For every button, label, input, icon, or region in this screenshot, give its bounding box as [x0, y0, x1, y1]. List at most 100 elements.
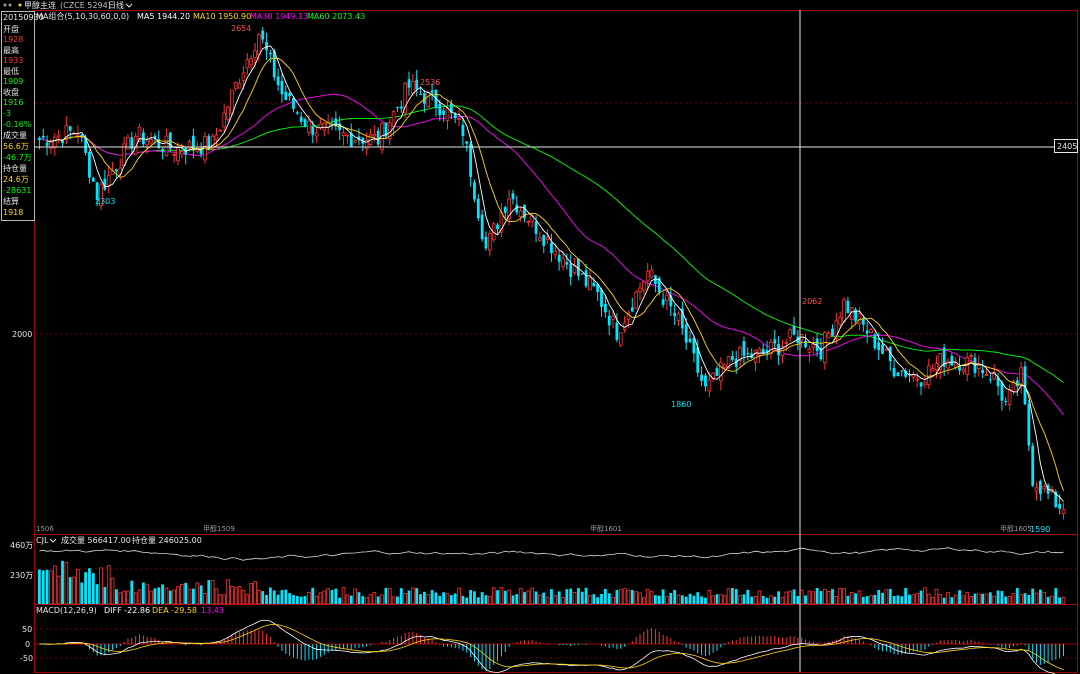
macd-diff: DIFF -22.86	[104, 606, 150, 615]
candle-body	[153, 135, 157, 139]
candle-body	[476, 198, 480, 219]
candle-body	[103, 178, 107, 190]
volume-bar	[453, 593, 457, 604]
candle-body	[869, 329, 873, 333]
candle-body	[1023, 366, 1027, 405]
volume-bar	[734, 589, 738, 604]
volume-bar	[600, 593, 603, 604]
candle-body	[996, 377, 1000, 387]
candle-body	[272, 50, 276, 78]
candle-body	[430, 90, 434, 93]
candle-body	[307, 120, 311, 133]
candle-body	[1000, 382, 1004, 401]
volume-bar	[615, 589, 619, 604]
candle-body	[738, 347, 742, 361]
ma10-polyline	[47, 57, 1064, 491]
crosshair-price-box	[1054, 139, 1078, 153]
period-selector[interactable]: 日线	[108, 0, 124, 10]
volume-bar	[449, 595, 453, 604]
candle-body	[919, 382, 923, 387]
volume-bar	[649, 591, 654, 605]
volume-bar	[403, 593, 407, 605]
volume-bar	[688, 593, 692, 604]
volume-bar	[272, 590, 276, 604]
volume-bar	[457, 587, 461, 605]
volume-bar	[1007, 595, 1012, 605]
volume-bar	[307, 592, 311, 605]
volume-bar	[849, 591, 854, 605]
volume-bar	[603, 588, 607, 604]
candle-body	[792, 326, 796, 335]
volume-bar	[511, 595, 515, 604]
volume-bar	[577, 588, 580, 604]
info-low: 1909	[3, 77, 24, 86]
volume-bar	[792, 589, 796, 604]
volume-bar	[1058, 597, 1062, 604]
volume-bar	[76, 569, 80, 605]
volume-bar	[707, 589, 712, 605]
volume-bar	[588, 595, 592, 605]
volume-bar	[372, 591, 377, 605]
volume-bar	[1054, 588, 1058, 604]
candle-body	[56, 134, 61, 138]
volume-bar	[719, 594, 723, 605]
chevron-down-icon[interactable]	[125, 3, 133, 8]
volume-bar	[854, 593, 857, 604]
volume-bar	[580, 591, 584, 604]
candle-body	[49, 141, 53, 149]
candle-body	[804, 340, 807, 348]
volume-bar	[476, 597, 480, 604]
volume-bar	[233, 587, 238, 605]
candle-body	[946, 360, 950, 369]
volume-bar	[261, 591, 265, 604]
candle-body	[645, 270, 650, 282]
volume-bar	[56, 575, 61, 605]
candle-body	[684, 324, 688, 343]
candle-body	[1034, 487, 1039, 492]
volume-bar	[292, 595, 295, 604]
volume-bar	[214, 588, 219, 605]
volume-bar	[888, 588, 892, 604]
ma10-line	[47, 57, 1064, 491]
volume-bar	[819, 591, 823, 604]
contract-marker-1605: 甲醇1605	[1000, 524, 1032, 533]
volume-bar	[361, 596, 365, 604]
info-change: -3	[3, 109, 11, 118]
candle-body	[311, 126, 315, 135]
chart-header[interactable]: 甲醇主连 (CZCE 5294) 日线	[3, 0, 133, 10]
volume-bar	[226, 579, 230, 605]
candles[interactable]	[38, 27, 1066, 520]
candle-body	[192, 135, 195, 150]
volume-bar	[953, 594, 958, 605]
info-oi: 24.6万	[3, 175, 29, 184]
candle-body	[507, 198, 511, 220]
candle-body	[988, 379, 992, 381]
volume-bar	[661, 589, 665, 604]
candle-body	[276, 76, 280, 86]
annotation-low-1590: 1590	[1030, 525, 1050, 534]
volume-bar	[157, 587, 161, 604]
volume-bar	[133, 592, 138, 605]
volume-tick-mid: 230万	[10, 571, 33, 580]
candle-body	[984, 374, 989, 377]
candle-body	[550, 242, 553, 254]
candle-body	[892, 367, 896, 377]
volume-bar	[434, 592, 438, 604]
volume-bar	[742, 594, 746, 604]
volume-bar	[364, 597, 369, 605]
candle-body	[900, 370, 904, 372]
volume-bar	[38, 569, 41, 604]
candle-body	[688, 338, 692, 342]
volume-bar	[349, 595, 353, 604]
volume-bar	[865, 596, 869, 604]
volume-bar	[153, 588, 157, 604]
volume-bar	[423, 591, 426, 604]
candle-body	[707, 379, 712, 392]
volume-bar	[842, 588, 846, 605]
candle-body	[168, 132, 172, 149]
candle-body	[218, 129, 223, 132]
volume-bar	[411, 587, 415, 605]
candle-body	[715, 368, 719, 376]
candle-body	[396, 107, 399, 109]
